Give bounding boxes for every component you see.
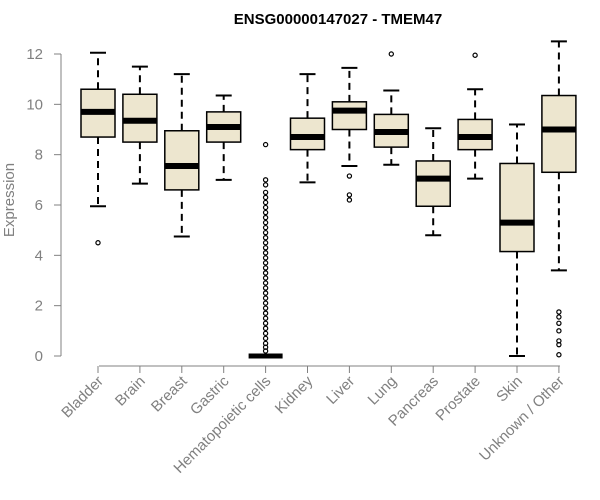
x-category-label: Prostate [432,373,484,425]
outlier-point [262,204,269,211]
box-group [205,94,242,181]
y-axis-title: Expression [1,163,18,237]
outlier-point [262,199,269,206]
outlier-point [262,330,269,337]
x-category-label: Breast [148,372,191,415]
outlier-point [556,309,562,315]
iqr-box [164,130,200,191]
outlier-point [262,335,269,342]
x-category-label: Brain [112,373,149,410]
chart-title: ENSG00000147027 - TMEM47 [234,11,442,28]
outlier-point [95,240,101,246]
outlier-point [262,177,269,183]
y-tick-label: 0 [35,348,43,365]
box-group [541,40,577,358]
outlier-point [262,250,269,256]
outlier-point [262,305,269,311]
box-group [80,51,116,246]
outlier-point [262,189,269,196]
outlier-point [262,348,269,354]
outlier-point [388,51,394,57]
iqr-box [289,117,326,151]
x-category-label: Skin [493,373,526,406]
outlier-point [262,240,269,246]
outlier-point [262,209,269,216]
outlier-point [262,285,269,291]
outlier-point [262,270,269,276]
x-category-label: Lung [365,373,401,409]
plot-area [80,40,577,359]
outlier-point [262,229,269,236]
outlier-point [262,245,269,251]
outlier-point [262,295,269,301]
iqr-box [541,94,577,174]
outlier-point [262,310,269,316]
outlier-point [262,260,269,266]
outlier-point [262,275,269,281]
outlier-point [262,290,269,296]
outlier-point [262,214,269,221]
y-tick-label: 6 [35,197,43,214]
outlier-point [346,173,353,179]
box-group [373,51,410,166]
y-tick-label: 10 [26,96,43,113]
iqr-box [415,160,451,208]
y-tick-label: 4 [35,247,43,264]
box-group [457,52,493,180]
outlier-point [262,255,269,261]
outlier-point [556,328,562,334]
outlier-point [262,325,269,332]
iqr-box [499,162,535,253]
outlier-point [556,341,562,348]
box-group [289,73,326,184]
outlier-point [262,141,269,148]
box-group [248,141,283,359]
x-category-label: Kidney [272,372,317,417]
outlier-point [262,280,269,286]
outlier-point [556,352,562,358]
y-axis: 0 2 4 6 8 10 12 [26,46,62,365]
box-group [122,65,158,185]
outlier-point [262,219,269,226]
iqr-box [331,101,368,131]
outlier-point [262,194,269,201]
outlier-point [262,265,269,271]
box-group [331,66,368,203]
outlier-point [472,52,478,58]
outlier-point [262,182,269,188]
box-group [415,127,451,237]
y-tick-label: 12 [26,46,43,63]
box-group [499,123,535,357]
y-tick-label: 8 [35,147,43,164]
box-group [164,73,200,238]
outlier-point [262,300,269,306]
outlier-point [346,192,353,198]
x-category-label: Bladder [58,373,107,422]
x-category-label: Liver [323,373,358,408]
outlier-point [262,320,269,326]
outlier-point [262,224,269,231]
outlier-point [262,315,269,321]
outlier-point [556,320,562,326]
outlier-point [262,235,269,241]
y-tick-label: 2 [35,298,43,315]
outlier-point [346,197,353,203]
outlier-point [556,314,562,320]
